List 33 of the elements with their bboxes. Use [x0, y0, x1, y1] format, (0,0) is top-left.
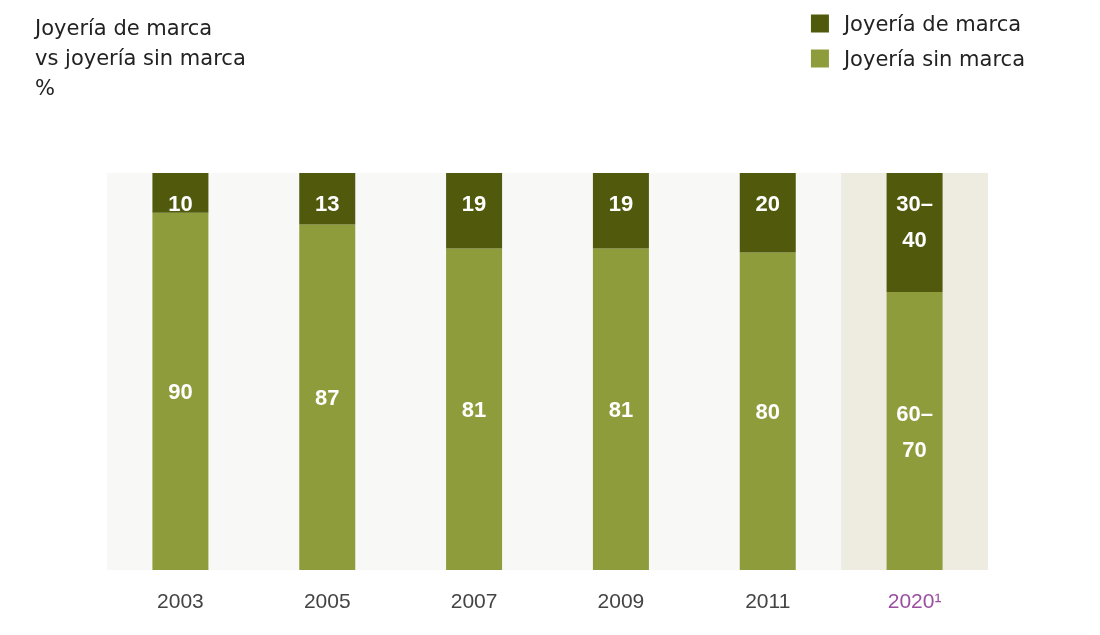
chart-title: Joyería de marca vs joyería sin marca %	[33, 16, 246, 100]
x-tick-label: 2020¹	[887, 589, 942, 612]
data-label: 81	[461, 396, 487, 422]
bar	[152, 173, 209, 213]
x-tick-label: 2007	[450, 589, 498, 612]
bar	[886, 173, 943, 293]
x-tick-label: 2011	[745, 589, 791, 612]
data-label: 19	[608, 190, 634, 216]
data-label: 80	[755, 398, 780, 424]
data-label: 90	[168, 378, 193, 404]
data-label: 87	[315, 384, 340, 410]
bar	[299, 173, 356, 225]
x-tick-label: 2003	[157, 589, 204, 612]
data-label: 30–40	[896, 190, 933, 252]
bar	[446, 173, 503, 249]
data-label: 20	[755, 190, 780, 216]
bar	[739, 252, 796, 570]
data-label: 60–70	[896, 400, 933, 462]
data-label: 81	[608, 396, 634, 422]
bar	[739, 173, 796, 253]
bar	[446, 248, 503, 570]
x-tick-label: 2009	[597, 589, 645, 612]
bar	[152, 212, 209, 570]
legend-label: Joyería sin marca	[841, 46, 1025, 71]
legend-label: Joyería de marca	[841, 11, 1022, 36]
data-label: 19	[461, 190, 487, 216]
bar	[886, 292, 943, 570]
x-tick-label: 2005	[303, 589, 351, 612]
bar	[592, 173, 649, 249]
data-label: 13	[315, 190, 340, 216]
bar	[592, 248, 649, 570]
data-label: 10	[168, 190, 193, 216]
bar	[299, 224, 356, 570]
